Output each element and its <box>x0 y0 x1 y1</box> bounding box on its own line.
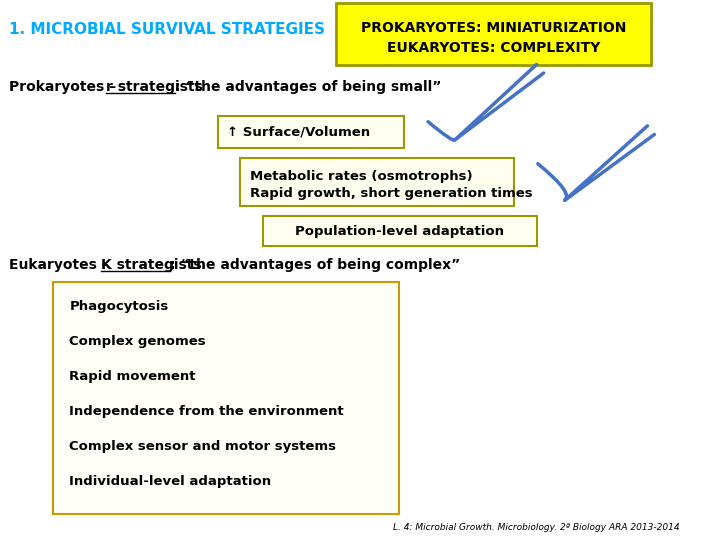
Text: Rapid growth, short generation times: Rapid growth, short generation times <box>250 187 532 200</box>
Text: PROKARYOTES: MINIATURIZATION: PROKARYOTES: MINIATURIZATION <box>361 21 626 35</box>
FancyBboxPatch shape <box>53 282 400 514</box>
Text: Individual-level adaptation: Individual-level adaptation <box>69 475 271 488</box>
Text: EUKARYOTES: COMPLEXITY: EUKARYOTES: COMPLEXITY <box>387 41 600 55</box>
Text: r strategists: r strategists <box>106 80 203 94</box>
Text: : “the advantages of being complex”: : “the advantages of being complex” <box>170 258 460 272</box>
Text: L. 4: Microbial Growth. Microbiology. 2ª Biology ARA 2013-2014: L. 4: Microbial Growth. Microbiology. 2ª… <box>393 523 680 532</box>
FancyBboxPatch shape <box>264 216 536 246</box>
Text: K strategists: K strategists <box>102 258 202 272</box>
Text: 1. MICROBIAL SURVIVAL STRATEGIES: 1. MICROBIAL SURVIVAL STRATEGIES <box>9 22 325 37</box>
Text: Independence from the environment: Independence from the environment <box>69 405 344 418</box>
Text: Complex sensor and motor systems: Complex sensor and motor systems <box>69 440 336 453</box>
Text: ↑ Surface/Volumen: ↑ Surface/Volumen <box>227 125 370 138</box>
Text: Rapid movement: Rapid movement <box>69 370 196 383</box>
Text: Population-level adaptation: Population-level adaptation <box>295 225 505 238</box>
Text: Eukaryotes –: Eukaryotes – <box>9 258 109 272</box>
FancyBboxPatch shape <box>240 158 513 206</box>
FancyBboxPatch shape <box>336 3 651 65</box>
Text: Phagocytosis: Phagocytosis <box>69 300 168 313</box>
Text: Metabolic rates (osmotrophs): Metabolic rates (osmotrophs) <box>250 170 472 183</box>
Text: : “the advantages of being small”: : “the advantages of being small” <box>174 80 441 94</box>
Text: Prokaryotes –: Prokaryotes – <box>9 80 121 94</box>
FancyBboxPatch shape <box>217 116 404 148</box>
Text: Complex genomes: Complex genomes <box>69 335 206 348</box>
